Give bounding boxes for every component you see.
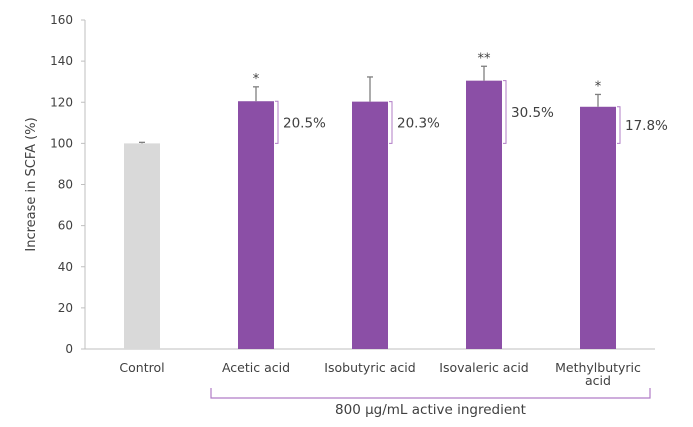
y-tick-label: 0 bbox=[65, 342, 73, 356]
bar-treatment bbox=[580, 106, 616, 350]
y-tick-label: 60 bbox=[58, 219, 73, 233]
y-tick-label: 120 bbox=[50, 95, 73, 109]
category-label: Control bbox=[119, 360, 164, 375]
y-tick-label: 40 bbox=[58, 260, 73, 274]
y-tick-label: 20 bbox=[58, 301, 73, 315]
category-label: acid bbox=[585, 373, 611, 388]
increase-label: 17.8% bbox=[625, 118, 668, 134]
group-bracket bbox=[210, 388, 651, 399]
increase-label: 20.3% bbox=[397, 116, 440, 132]
increase-bracket bbox=[617, 106, 621, 144]
increase-bracket bbox=[503, 80, 507, 144]
category-label: Acetic acid bbox=[222, 360, 290, 375]
y-tick-label: 140 bbox=[50, 54, 73, 68]
significance-marker: ** bbox=[478, 51, 492, 66]
significance-marker: * bbox=[595, 79, 602, 94]
y-axis-label: Increase in SCFA (%) bbox=[24, 117, 39, 251]
increase-label: 20.5% bbox=[283, 115, 326, 131]
bar-treatment bbox=[466, 80, 502, 350]
category-label: Isobutyric acid bbox=[324, 360, 415, 375]
bar-treatment bbox=[352, 101, 388, 350]
bar-treatment bbox=[238, 101, 274, 349]
y-tick-label: 100 bbox=[50, 136, 73, 150]
category-label: Isovaleric acid bbox=[439, 360, 528, 375]
increase-bracket bbox=[389, 101, 393, 144]
category-label: Methylbutyric bbox=[555, 360, 641, 375]
y-tick-label: 160 bbox=[50, 13, 73, 27]
significance-marker: * bbox=[253, 72, 260, 87]
increase-label: 30.5% bbox=[511, 105, 554, 121]
increase-bracket bbox=[275, 100, 279, 144]
bar-control bbox=[124, 143, 160, 349]
group-label: 800 µg/mL active ingredient bbox=[335, 402, 526, 418]
y-tick-label: 80 bbox=[58, 178, 73, 192]
